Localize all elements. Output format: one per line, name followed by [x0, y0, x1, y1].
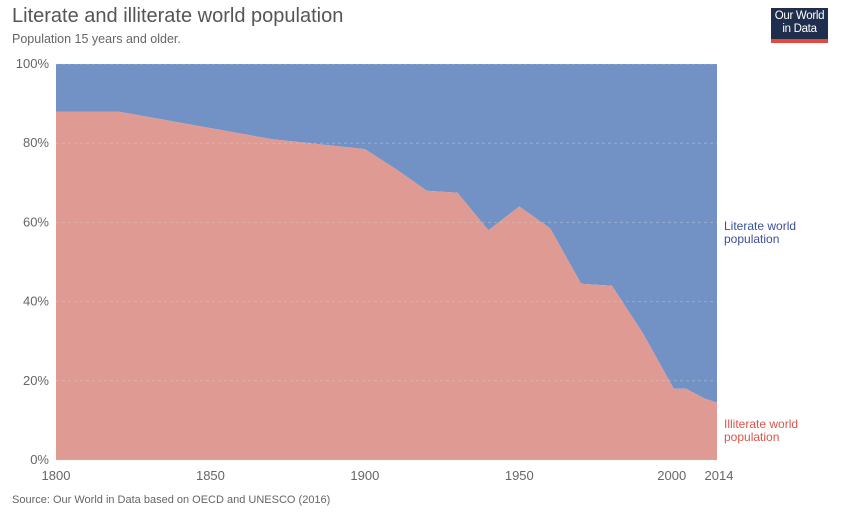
literate-series-label: Literate world — [724, 219, 796, 233]
logo-line-1: Our World — [774, 10, 825, 22]
x-tick-label: 1850 — [196, 468, 225, 483]
x-tick-label: 1900 — [350, 468, 379, 483]
illiterate-series-label: Illiterate world — [724, 417, 798, 431]
y-tick-label: 60% — [23, 214, 49, 229]
illiterate-series-label: population — [724, 430, 779, 444]
literate-series-label: population — [724, 232, 779, 246]
x-tick-label: 1800 — [42, 468, 71, 483]
x-tick-label: 2000 — [657, 468, 686, 483]
y-tick-label: 20% — [23, 373, 49, 388]
owid-logo[interactable]: Our World in Data — [771, 8, 828, 43]
y-tick-label: 40% — [23, 294, 49, 309]
y-tick-label: 100% — [16, 56, 50, 71]
literate-area[interactable] — [56, 64, 717, 403]
x-tick-label: 1950 — [505, 468, 534, 483]
illiterate-area[interactable] — [56, 111, 717, 461]
logo-accent-bar — [771, 39, 828, 43]
logo-line-2: in Data — [782, 23, 817, 35]
chart-subtitle: Population 15 years and older. — [12, 32, 181, 46]
y-tick-label: 0% — [30, 452, 49, 467]
source-note: Source: Our World in Data based on OECD … — [12, 494, 331, 506]
y-tick-label: 80% — [23, 135, 49, 150]
chart-title: Literate and illiterate world population — [12, 5, 344, 27]
x-tick-label: 2014 — [705, 468, 734, 483]
